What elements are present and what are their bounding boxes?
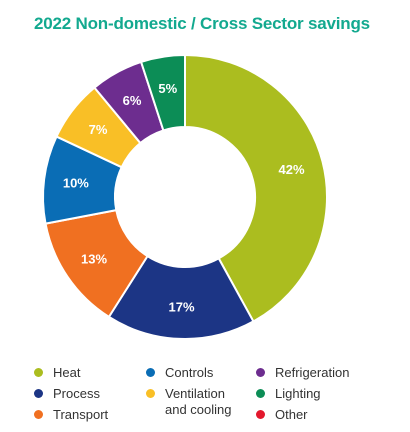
legend-item-lighting: Lighting <box>256 386 321 402</box>
legend-item-process: Process <box>34 386 100 402</box>
legend-label: Transport <box>53 407 109 422</box>
legend-item-ventilation-and-cooling: Ventilation and cooling <box>146 386 232 418</box>
legend-item-other: Other <box>256 407 308 423</box>
legend-swatch <box>146 368 155 377</box>
legend-swatch <box>256 389 265 398</box>
slice-label-ventilation-and-cooling: 7% <box>89 122 108 137</box>
legend-swatch <box>34 410 43 419</box>
slice-label-lighting: 5% <box>158 81 177 96</box>
legend-item-transport: Transport <box>34 407 108 423</box>
legend-label: Process <box>53 386 100 401</box>
legend-label: Controls <box>165 365 214 380</box>
legend-item-heat: Heat <box>34 365 80 381</box>
slice-heat <box>184 54 328 323</box>
legend-swatch <box>34 368 43 377</box>
legend-label: Lighting <box>275 386 321 401</box>
legend-item-refrigeration: Refrigeration <box>256 365 349 381</box>
legend-label: Other <box>275 407 308 422</box>
slice-label-refrigeration: 6% <box>123 93 142 108</box>
legend-swatch <box>146 389 155 398</box>
slice-lighting <box>140 54 186 132</box>
legend-swatch <box>256 410 265 419</box>
legend-swatch <box>34 389 43 398</box>
donut-chart: 42% 17% 13% 10% 7% 6% 5% <box>42 54 328 340</box>
slice-process <box>107 255 255 340</box>
legend-label: Refrigeration <box>275 365 350 380</box>
chart-legend: Heat Process Transport Controls Ventilation … <box>34 365 394 427</box>
slice-label-heat: 42% <box>279 162 305 177</box>
chart-title: 2022 Non-domestic / Cross Sector savings <box>34 14 370 33</box>
slice-label-controls: 10% <box>63 176 89 191</box>
legend-swatch <box>256 368 265 377</box>
slice-label-transport: 13% <box>81 251 107 266</box>
legend-label: Ventilation and cooling <box>165 386 232 417</box>
slice-label-process: 17% <box>169 299 195 314</box>
legend-label: Heat <box>53 365 81 380</box>
legend-item-controls: Controls <box>146 365 213 381</box>
